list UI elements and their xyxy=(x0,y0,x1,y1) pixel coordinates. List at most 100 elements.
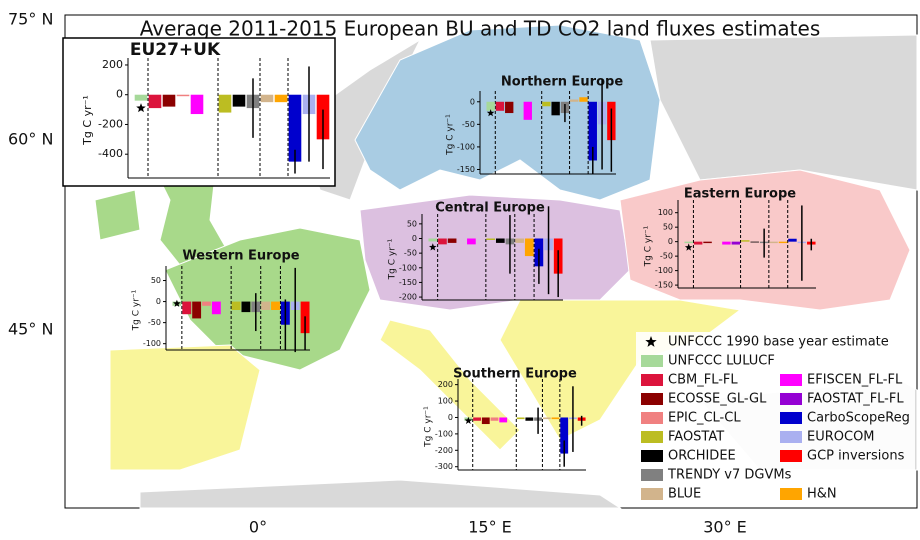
land xyxy=(94,24,918,509)
legend-label: EUROCOM xyxy=(807,430,875,445)
star-marker xyxy=(429,243,437,251)
legend-swatch xyxy=(641,488,663,500)
inset-ylabel: Tg C yr⁻¹ xyxy=(132,289,142,331)
bar xyxy=(148,94,162,109)
bar xyxy=(731,241,741,245)
y-tick-label: 200 xyxy=(102,58,123,71)
legend-swatch xyxy=(641,374,663,386)
y-tick-label: 0 xyxy=(156,297,161,306)
bar xyxy=(241,301,251,313)
legend-label: H&N xyxy=(807,487,837,502)
bar xyxy=(447,238,457,243)
y-tick-label: -150 xyxy=(399,278,417,287)
bar xyxy=(516,417,525,420)
legend-label: UNFCCC 1990 base year estimate xyxy=(668,335,889,350)
bar xyxy=(750,241,759,243)
y-tick-label: 100 xyxy=(438,397,453,406)
bar xyxy=(182,301,192,315)
bar xyxy=(542,417,551,420)
bar xyxy=(162,94,176,107)
inset-ylabel: Tg C yr⁻¹ xyxy=(446,114,456,156)
y-tick-label: 0 xyxy=(448,413,453,422)
legend-swatch xyxy=(641,412,663,424)
bar xyxy=(428,238,438,242)
bar xyxy=(693,241,703,245)
star-marker xyxy=(464,416,473,424)
y-tick-label: -50 xyxy=(660,252,673,261)
bar xyxy=(190,94,204,115)
legend-swatch xyxy=(641,431,663,443)
bar xyxy=(769,241,778,244)
legend-swatch xyxy=(780,488,802,500)
bar xyxy=(525,417,534,421)
y-tick-label: -100 xyxy=(143,339,161,348)
inset-chart: Southern Europe Tg C yr⁻¹ 200 100 0 -100 -200 -… xyxy=(424,367,586,471)
y-tick-label: 200 xyxy=(438,380,453,389)
inset-chart: Eastern Europe Tg C yr⁻¹ 100 50 0 -50 -100 -150 xyxy=(644,187,816,290)
legend-label: GCP inversions xyxy=(807,449,905,464)
legend-swatch xyxy=(641,393,663,405)
y-tick-label: -100 xyxy=(399,263,417,272)
star-marker xyxy=(136,103,146,113)
legend-label: ORCHIDEE xyxy=(668,449,736,464)
legend-label: ECOSSE_GL-GL xyxy=(668,392,767,407)
legend-label: UNFCCC LULUCF xyxy=(668,354,775,369)
bar xyxy=(486,238,496,240)
y-tick-label: -100 xyxy=(457,142,475,151)
bar xyxy=(202,301,211,306)
bar xyxy=(551,417,560,420)
lon-label: 30° E xyxy=(703,518,747,537)
legend-label: BLUE xyxy=(668,487,701,502)
legend-box xyxy=(636,332,915,504)
bar xyxy=(788,238,797,242)
y-tick-label: -50 xyxy=(148,318,161,327)
bar xyxy=(515,238,524,243)
bar xyxy=(722,241,731,245)
bar xyxy=(523,101,532,120)
y-tick-label: -400 xyxy=(98,147,123,160)
y-tick-label: -50 xyxy=(404,249,417,258)
inset-title: Central Europe xyxy=(435,201,545,216)
bar xyxy=(192,301,202,319)
bar xyxy=(570,99,579,102)
lon-label: 15° E xyxy=(468,518,512,537)
bar xyxy=(467,238,476,245)
y-tick-label: 50 xyxy=(663,223,673,232)
y-tick-label: -100 xyxy=(655,266,673,275)
bar xyxy=(495,101,505,111)
legend-label: EFISCEN_FL-FL xyxy=(807,373,903,388)
legend-label: TRENDY v7 DGVMs xyxy=(667,468,792,483)
bar xyxy=(588,101,597,161)
inset-title: Northern Europe xyxy=(501,75,623,90)
bar xyxy=(438,238,447,245)
bar xyxy=(579,97,588,102)
bar xyxy=(473,417,481,421)
bar xyxy=(551,101,560,116)
bar xyxy=(232,94,246,107)
inset-title: Southern Europe xyxy=(453,367,577,382)
legend-label: CarboScopeReg xyxy=(807,411,910,426)
legend-label: CBM_FL-FL xyxy=(668,373,738,388)
bar xyxy=(560,417,569,454)
bar xyxy=(231,301,241,310)
y-tick-label: 0 xyxy=(668,237,673,246)
y-tick-label: -50 xyxy=(462,120,475,129)
star-marker xyxy=(486,109,495,117)
star-marker xyxy=(684,243,693,251)
legend-swatch xyxy=(780,431,802,443)
legend-label: EPIC_CL-CL xyxy=(668,411,741,426)
bar xyxy=(505,101,514,114)
bar xyxy=(542,101,551,107)
bar xyxy=(703,241,712,244)
star-marker xyxy=(173,299,181,307)
inset-title: Eastern Europe xyxy=(684,187,796,202)
bar xyxy=(274,94,288,103)
legend-swatch xyxy=(780,374,802,386)
y-tick-label: -100 xyxy=(435,429,453,438)
bar xyxy=(211,301,221,315)
lat-label: 45° N xyxy=(8,320,53,339)
bar xyxy=(271,301,280,310)
inset-ylabel: Tg C yr⁻¹ xyxy=(81,95,94,146)
y-tick-label: 0 xyxy=(116,88,123,101)
